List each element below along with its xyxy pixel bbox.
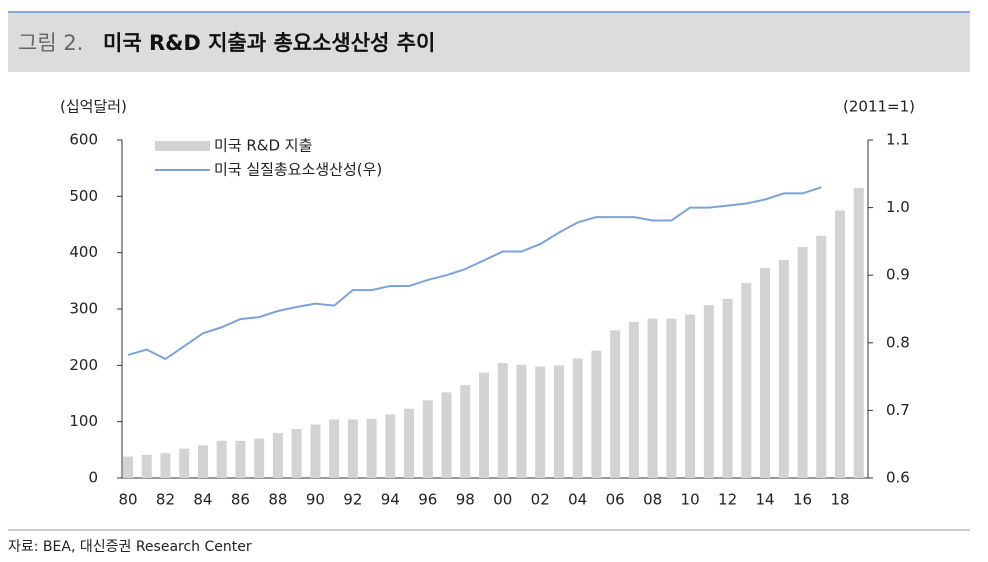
bar	[422, 400, 433, 478]
bar	[816, 235, 827, 478]
bar	[347, 419, 358, 478]
x-tick-label: 10	[681, 491, 700, 509]
x-tick-label: 08	[643, 491, 662, 509]
x-tick-label: 98	[456, 491, 475, 509]
bar	[272, 432, 283, 478]
x-tick-label: 80	[118, 491, 137, 509]
bar	[853, 187, 864, 478]
bar	[685, 314, 696, 478]
bar	[703, 305, 714, 478]
x-tick-label: 04	[568, 491, 587, 509]
bar	[479, 372, 489, 478]
y2-axis-label: (2011=1)	[843, 98, 915, 116]
legend-label: 미국 R&D 지출	[214, 137, 312, 155]
x-tick-label: 82	[156, 491, 175, 509]
legend-label: 미국 실질총요소생산성(우)	[214, 161, 382, 179]
bar	[160, 453, 171, 478]
bar	[254, 438, 265, 478]
y-tick-label: 400	[69, 243, 98, 261]
source: 자료: BEA, 대신증권 Research Center	[8, 539, 252, 555]
x-tick-label: 14	[756, 491, 775, 509]
line	[127, 186, 822, 361]
bar	[329, 419, 340, 478]
header-band	[8, 13, 970, 72]
x-tick-label: 92	[343, 491, 362, 509]
bar	[628, 321, 639, 478]
bar	[647, 318, 658, 478]
y2-tick-label: 1.0	[886, 198, 910, 216]
bar	[197, 445, 208, 478]
bar	[778, 259, 789, 478]
bar	[760, 267, 771, 478]
bar	[722, 298, 733, 478]
x-tick-label: 90	[306, 491, 325, 509]
y2-tick-label: 0.6	[886, 469, 910, 487]
bar	[553, 365, 564, 478]
x-tick-label: 84	[193, 491, 212, 509]
bar	[404, 408, 415, 478]
bar	[216, 440, 227, 478]
bar	[535, 366, 546, 478]
bar	[610, 330, 621, 478]
y2-tick-label: 0.7	[886, 401, 910, 419]
x-tick-label: 16	[793, 491, 812, 509]
bar	[497, 363, 508, 478]
y-tick-label: 300	[69, 300, 98, 318]
y-axis-label: (십억달러)	[60, 98, 127, 116]
bar	[741, 283, 752, 478]
x-tick-label: 02	[531, 491, 550, 509]
x-tick-label: 00	[493, 491, 512, 509]
y2-tick-label: 0.8	[886, 333, 910, 351]
bar	[366, 418, 377, 478]
x-tick-label: 12	[718, 491, 737, 509]
bar	[385, 414, 396, 478]
y-tick-label: 500	[69, 187, 98, 205]
bar	[235, 440, 246, 478]
bar	[591, 350, 602, 478]
bar	[666, 318, 677, 478]
bar	[123, 456, 133, 478]
y-tick-label: 100	[69, 412, 98, 430]
bar	[460, 385, 471, 478]
x-tick-label: 06	[606, 491, 625, 509]
figure-title: 미국 R&D 지출과 총요소생산성 추이	[103, 31, 435, 55]
y2-tick-label: 1.1	[886, 131, 910, 149]
figure-label: 그림 2.	[18, 31, 83, 55]
x-tick-label: 18	[830, 491, 849, 509]
y-tick-label: 600	[69, 131, 98, 149]
legend-swatch	[155, 141, 210, 151]
y-tick-label: 0	[88, 469, 98, 487]
bar	[179, 448, 190, 478]
bar	[516, 364, 527, 478]
bar	[797, 247, 808, 478]
x-tick-label: 86	[231, 491, 250, 509]
x-tick-label: 94	[381, 491, 400, 509]
bar	[310, 424, 321, 478]
bar	[835, 210, 845, 478]
bar	[441, 392, 452, 478]
y2-tick-label: 0.9	[886, 266, 910, 284]
y-tick-label: 200	[69, 356, 98, 374]
x-tick-label: 88	[268, 491, 287, 509]
x-tick-label: 96	[418, 491, 437, 509]
bar	[141, 454, 152, 478]
bar	[291, 428, 302, 478]
bar	[572, 358, 583, 478]
